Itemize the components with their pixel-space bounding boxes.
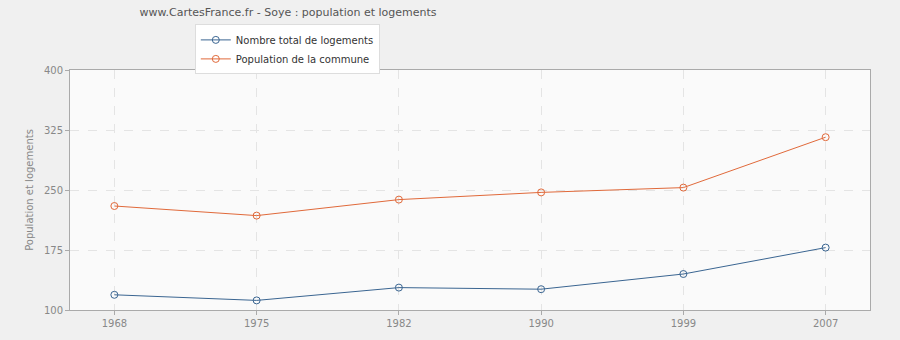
svg-text:Nombre total de logements: Nombre total de logements — [236, 35, 373, 46]
svg-text:www.CartesFrance.fr - Soye : p: www.CartesFrance.fr - Soye : population … — [140, 6, 437, 19]
svg-text:100: 100 — [44, 305, 63, 316]
svg-text:Population de la commune: Population de la commune — [236, 54, 369, 65]
svg-text:250: 250 — [44, 185, 63, 196]
svg-text:1982: 1982 — [386, 318, 411, 329]
svg-text:1968: 1968 — [102, 318, 127, 329]
svg-text:400: 400 — [44, 65, 63, 76]
svg-text:Population et logements: Population et logements — [24, 129, 35, 251]
svg-text:325: 325 — [44, 125, 63, 136]
svg-text:2007: 2007 — [813, 318, 838, 329]
svg-text:175: 175 — [44, 245, 63, 256]
svg-text:1999: 1999 — [671, 318, 696, 329]
svg-text:1975: 1975 — [244, 318, 269, 329]
svg-text:1990: 1990 — [528, 318, 553, 329]
